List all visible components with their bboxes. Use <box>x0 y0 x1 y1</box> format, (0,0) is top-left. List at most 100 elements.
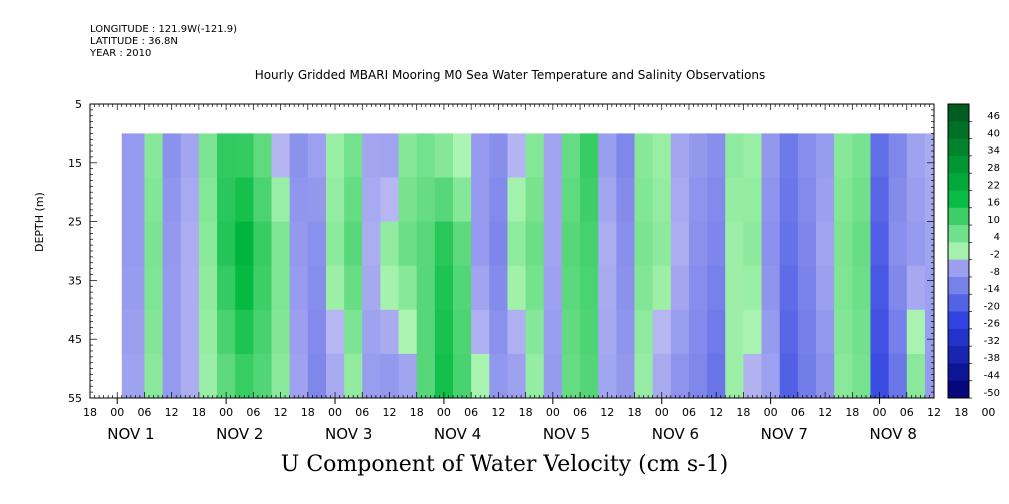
heatmap-cell <box>652 265 672 311</box>
heatmap-cell <box>398 133 418 178</box>
heatmap-cell <box>616 309 636 355</box>
heatmap-cell <box>217 177 236 223</box>
x-tick-label: 00 <box>328 406 342 419</box>
x-tick-label: 18 <box>410 406 424 419</box>
heatmap-cell <box>725 133 744 178</box>
heatmap-cell <box>779 265 799 311</box>
x-tick-label: 00 <box>546 406 560 419</box>
heatmap-cell <box>380 221 400 267</box>
x-tick-label: 18 <box>736 406 750 419</box>
y-tick-label: 35 <box>68 274 82 287</box>
heatmap-cell <box>471 177 490 223</box>
heatmap-cell <box>217 265 236 311</box>
heatmap-cell <box>870 265 890 311</box>
heatmap-cell <box>489 221 508 267</box>
heatmap-cell <box>543 177 563 223</box>
heatmap-cell <box>325 309 345 355</box>
colorbar-label: -50 <box>984 388 1000 399</box>
heatmap-cell <box>325 353 345 399</box>
heatmap-cell <box>489 309 508 355</box>
heatmap-cell <box>906 133 926 178</box>
x-tick-label: 00 <box>437 406 451 419</box>
heatmap-cell <box>816 265 835 311</box>
y-tick-label: 15 <box>68 157 82 170</box>
heatmap-cell <box>743 353 763 399</box>
heatmap-cell <box>797 309 817 355</box>
colorbar-swatch <box>948 346 969 364</box>
heatmap-cell <box>707 133 726 178</box>
heatmap-cell <box>543 133 563 178</box>
longitude-label: LONGITUDE : 121.9W(-121.9) <box>90 24 237 35</box>
heatmap-cell <box>652 221 672 267</box>
heatmap-cell <box>707 177 726 223</box>
heatmap-cell <box>852 221 871 267</box>
heatmap-cell <box>121 309 145 355</box>
x-tick-label: 18 <box>628 406 642 419</box>
heatmap-cell <box>670 309 690 355</box>
heatmap-cell <box>416 353 436 399</box>
heatmap-cell <box>670 353 690 399</box>
day-label: NOV 2 <box>216 425 263 443</box>
heatmap-cell <box>561 133 581 178</box>
heatmap-cell <box>398 177 418 223</box>
variable-title: U Component of Water Velocity (cm s-1) <box>280 452 729 477</box>
x-tick-label: 18 <box>954 406 968 419</box>
heatmap-cell <box>852 177 871 223</box>
day-label: NOV 7 <box>761 425 808 443</box>
heatmap-cell <box>816 177 835 223</box>
colorbar-label: -20 <box>984 301 1000 312</box>
heatmap-cell <box>289 353 309 399</box>
colorbar-swatch <box>948 276 969 295</box>
heatmap-cell <box>688 221 708 267</box>
colorbar-swatch <box>948 138 969 157</box>
x-tick-label: 00 <box>764 406 778 419</box>
colorbar-label: -26 <box>984 319 1000 330</box>
heatmap-cell <box>688 309 708 355</box>
heatmap-cell <box>289 133 309 178</box>
heatmap-cell <box>471 309 490 355</box>
heatmap-cell <box>434 221 454 267</box>
heatmap-cell <box>453 177 472 223</box>
x-tick-label: 18 <box>845 406 859 419</box>
y-tick-label: 5 <box>75 98 82 111</box>
heatmap-cell <box>489 133 508 178</box>
heatmap-cell <box>816 353 835 399</box>
heatmap-cell <box>507 309 527 355</box>
heatmap-cell <box>162 221 182 267</box>
colorbar-swatch <box>948 363 969 382</box>
heatmap-cell <box>198 177 218 223</box>
heatmap-cell <box>380 177 400 223</box>
x-tick-label: 06 <box>246 406 260 419</box>
heatmap-cell <box>816 133 835 178</box>
x-tick-label: 00 <box>655 406 669 419</box>
heatmap-cell <box>616 177 636 223</box>
x-tick-label: 06 <box>682 406 696 419</box>
x-tick-label: 06 <box>791 406 805 419</box>
heatmap-cell <box>543 353 563 399</box>
heatmap-cell <box>489 177 508 223</box>
heatmap-cell <box>761 133 781 178</box>
x-tick-label: 06 <box>573 406 587 419</box>
heatmap-cell <box>144 133 164 178</box>
heatmap-cell <box>834 309 853 355</box>
heatmap-cell <box>180 265 200 311</box>
heatmap-cell <box>198 265 218 311</box>
heatmap-cell <box>688 177 708 223</box>
heatmap-cell <box>670 133 690 178</box>
heatmap-cell <box>834 133 853 178</box>
heatmap-cell <box>634 309 654 355</box>
colorbar-label: -14 <box>984 284 1000 295</box>
heatmap-cell <box>180 133 200 178</box>
heatmap-cell <box>761 353 781 399</box>
heatmap-cell <box>289 265 309 311</box>
heatmap-cell <box>634 177 654 223</box>
heatmap-cell <box>852 309 871 355</box>
heatmap-cell <box>325 265 345 311</box>
colorbar-label: 34 <box>987 146 1000 157</box>
heatmap-cell <box>580 265 599 311</box>
heatmap-cell <box>289 221 309 267</box>
heatmap-cell <box>761 309 781 355</box>
heatmap-cell <box>797 265 817 311</box>
heatmap-cell <box>289 309 309 355</box>
colorbar-label: 46 <box>987 111 1000 122</box>
